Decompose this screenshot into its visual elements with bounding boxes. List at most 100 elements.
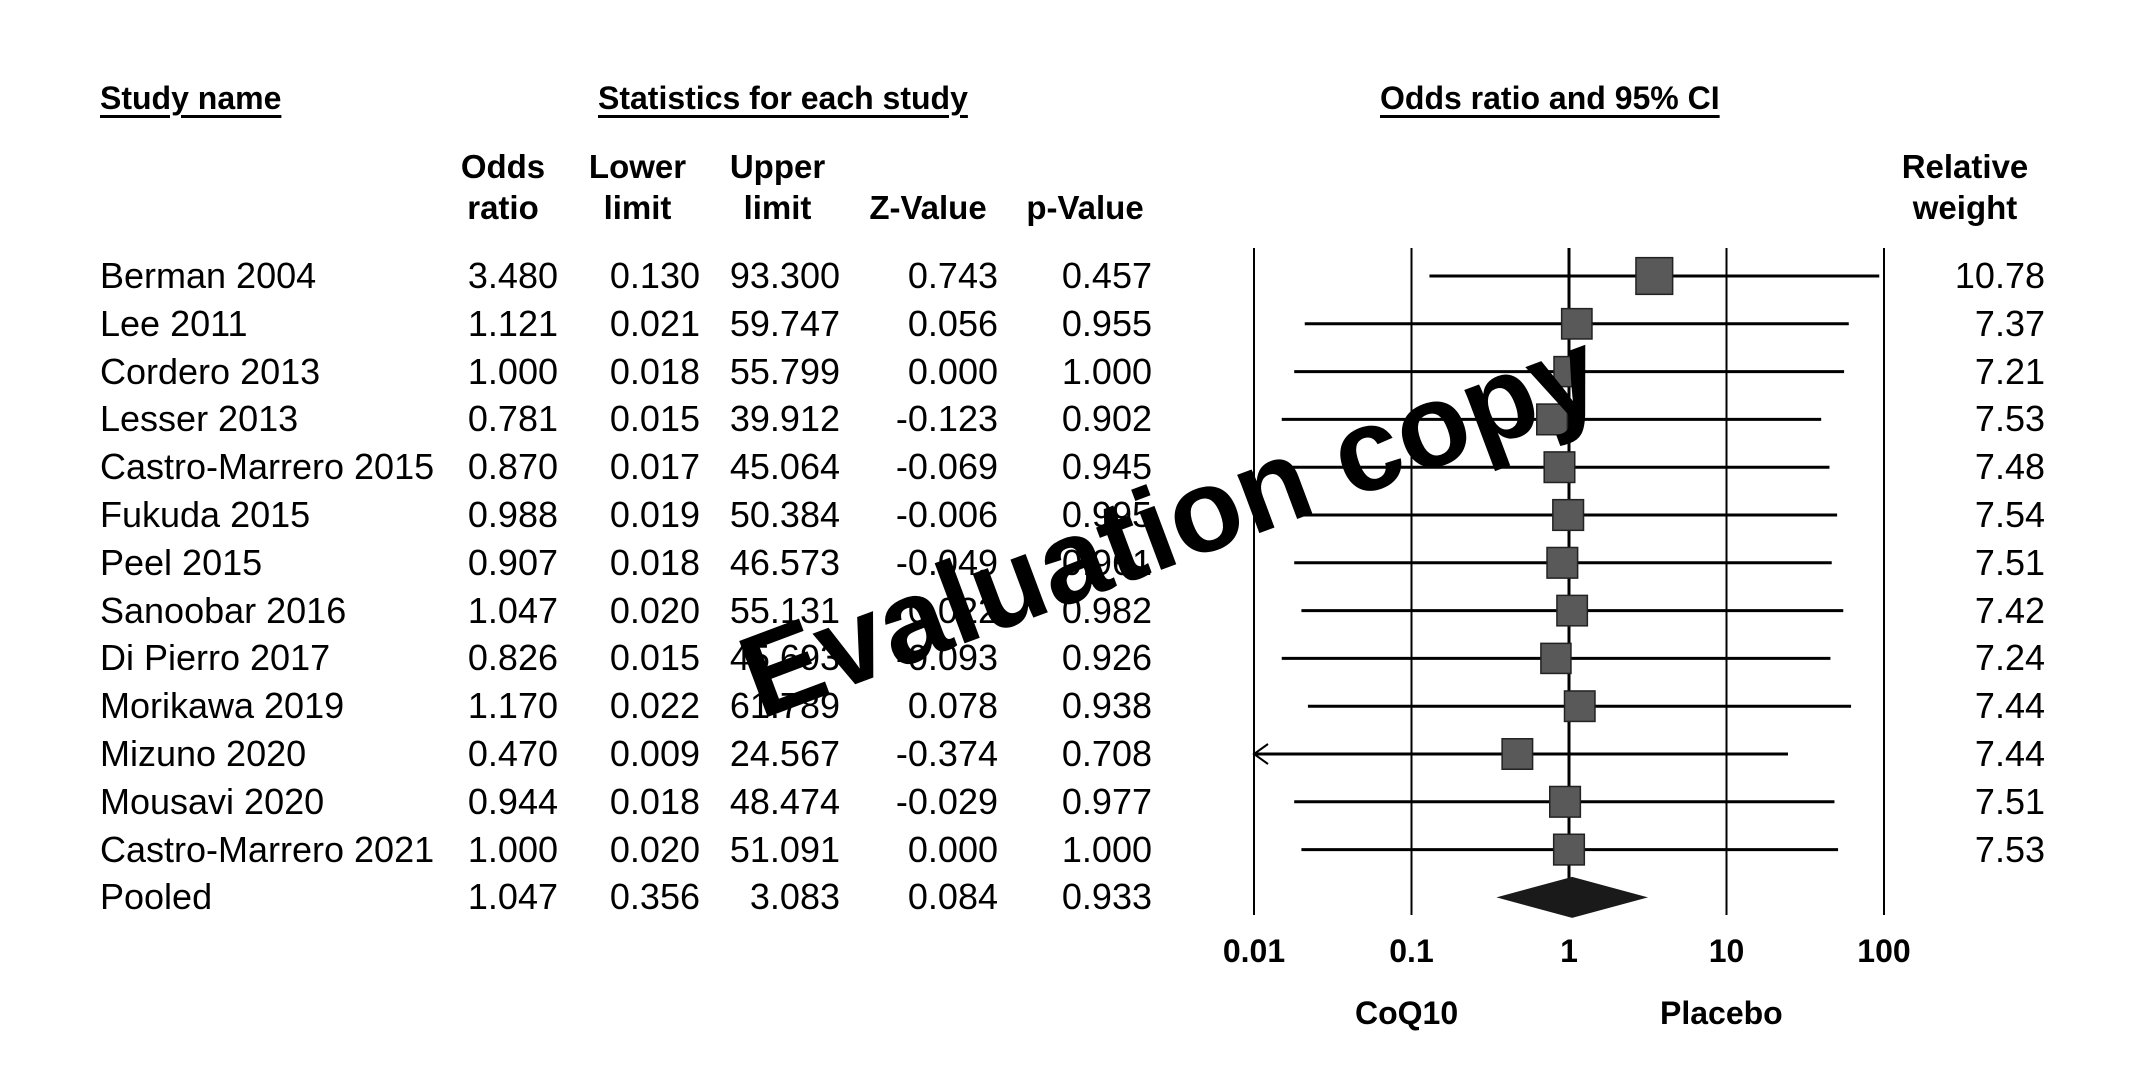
relative-weight-cell: 7.53 — [1974, 398, 2045, 440]
lower-limit-cell: 0.015 — [609, 398, 700, 440]
x-tick-label: 100 — [1857, 933, 1910, 969]
p-value-cell: 0.938 — [1061, 685, 1152, 727]
left-favour-label: CoQ10 — [1355, 995, 1459, 1031]
lower-limit-cell: 0.019 — [609, 494, 700, 535]
odds-ratio-cell: 0.781 — [467, 398, 558, 440]
study-name-cell: Castro-Marrero 2015 — [100, 446, 435, 488]
study-marker — [1536, 403, 1569, 436]
p-value-cell: 0.955 — [1061, 302, 1152, 344]
study-name-cell: Cordero 2013 — [100, 350, 321, 392]
odds-ratio-cell: 1.000 — [467, 350, 558, 392]
z-value-cell: -0.049 — [895, 541, 998, 583]
upper-limit-cell: 45.064 — [729, 446, 840, 488]
z-value-cell: -0.069 — [895, 446, 998, 488]
right-favour-label: Placebo — [1660, 995, 1783, 1031]
upper-limit-cell: 50.384 — [729, 494, 840, 535]
relative-weight-cell: 7.48 — [1974, 446, 2045, 488]
upper-limit-cell: 59.747 — [729, 302, 840, 344]
relative-weight-col-header: Relative weight — [1901, 148, 2029, 226]
statistics-header: Statistics for each study — [598, 80, 968, 116]
study-marker — [1548, 785, 1582, 818]
p-value-cell: 1.000 — [1061, 828, 1152, 870]
p-value-cell: 0.902 — [1061, 398, 1152, 440]
z-value-cell: -0.029 — [895, 780, 998, 822]
upper-limit-cell: 55.799 — [729, 350, 840, 392]
upper-limit-cell: 61.789 — [729, 685, 840, 727]
upper-limit-cell: 51.091 — [729, 828, 840, 870]
study-name-cell: Peel 2015 — [100, 541, 263, 583]
study-marker — [1540, 642, 1572, 675]
p-value-cell: 0.926 — [1061, 637, 1152, 679]
lower-limit-cell: 0.130 — [609, 255, 700, 296]
p-value-cell: 0.977 — [1061, 780, 1152, 822]
study-marker — [1553, 355, 1585, 388]
pooled-z-value-cell: 0.084 — [907, 876, 998, 918]
study-marker — [1635, 256, 1674, 296]
study-name-cell: Lee 2011 — [100, 302, 248, 344]
relative-weight-cell: 7.24 — [1974, 637, 2045, 679]
study-name-cell: Lesser 2013 — [100, 398, 299, 440]
odds-ratio-cell: 0.470 — [467, 733, 558, 774]
ci-arrow — [1252, 743, 1269, 765]
p-value-cell: 0.982 — [1061, 589, 1152, 631]
relative-weight-cell: 7.44 — [1974, 733, 2045, 774]
upper-limit-cell: 48.474 — [729, 780, 840, 822]
pooled-odds-ratio-cell: 1.047 — [467, 876, 558, 918]
p-value-cell: 1.000 — [1061, 350, 1152, 392]
pooled-diamond — [1496, 876, 1648, 918]
odds-ratio-cell: 0.944 — [467, 780, 558, 822]
lower-limit-cell: 0.017 — [609, 446, 700, 488]
study-name-cell: Sanoobar 2016 — [100, 589, 347, 631]
odds-ci-header: Odds ratio and 95% CI — [1380, 80, 1720, 116]
relative-weight-cell: 7.51 — [1974, 541, 2045, 583]
study-name-cell: Castro-Marrero 2021 — [100, 828, 435, 870]
study-name-cell: Berman 2004 — [100, 255, 317, 296]
relative-weight-cell: 7.54 — [1974, 494, 2045, 535]
odds-ratio-cell: 0.988 — [467, 494, 558, 535]
upper-limit-cell: 45.693 — [729, 637, 840, 679]
p-value-cell: 0.945 — [1061, 446, 1152, 488]
study-marker — [1556, 594, 1589, 627]
p-value-cell: 0.708 — [1061, 733, 1152, 774]
upper-limit-cell: 55.131 — [729, 589, 840, 631]
study-name-cell: Fukuda 2015 — [100, 494, 311, 535]
lower-limit-cell: 0.020 — [609, 828, 700, 870]
odds-ratio-cell: 1.170 — [467, 685, 558, 727]
p-value-cell: 0.995 — [1061, 494, 1152, 535]
lower-limit-cell: 0.020 — [609, 589, 700, 631]
upper-limit-cell: 24.567 — [729, 733, 840, 774]
odds-ratio-cell: 1.121 — [467, 302, 558, 344]
lower-limit-cell: 0.018 — [609, 780, 700, 822]
lower-limit-cell: 0.009 — [609, 733, 700, 774]
study-marker — [1560, 307, 1593, 340]
x-tick-label: 0.01 — [1223, 933, 1285, 969]
study-marker — [1501, 738, 1534, 770]
study-name-cell: Mousavi 2020 — [100, 780, 325, 822]
lower-limit-cell: 0.018 — [609, 350, 700, 392]
z-value-cell: 0.743 — [907, 255, 998, 296]
z-value-cell: 0.000 — [907, 350, 998, 392]
upper-limit-cell: 93.300 — [729, 255, 840, 296]
upper-limit-col-header: Upper limit — [729, 148, 826, 226]
odds-ratio-cell: 0.870 — [467, 446, 558, 488]
upper-limit-cell: 39.912 — [729, 398, 840, 440]
x-tick-label: 1 — [1560, 933, 1578, 969]
z-value-cell: 0.022 — [907, 589, 998, 631]
z-value-cell: -0.123 — [895, 398, 998, 440]
z-value-cell: 0.000 — [907, 828, 998, 870]
study-marker — [1546, 546, 1579, 579]
relative-weight-cell: 7.37 — [1974, 302, 2045, 344]
z-value-cell: 0.056 — [907, 302, 998, 344]
relative-weight-cell: 7.42 — [1974, 589, 2045, 631]
p-value-cell: 0.457 — [1061, 255, 1152, 296]
study-name-cell: Mizuno 2020 — [100, 733, 307, 774]
odds-ratio-cell: 3.480 — [467, 255, 558, 296]
lower-limit-cell: 0.021 — [609, 302, 700, 344]
odds-ratio-col-header: Odds ratio — [460, 148, 546, 226]
relative-weight-cell: 7.21 — [1974, 350, 2045, 392]
odds-ratio-cell: 1.047 — [467, 589, 558, 631]
pooled-study-name-cell: Pooled — [100, 876, 213, 918]
pooled-lower-limit-cell: 0.356 — [609, 876, 700, 918]
